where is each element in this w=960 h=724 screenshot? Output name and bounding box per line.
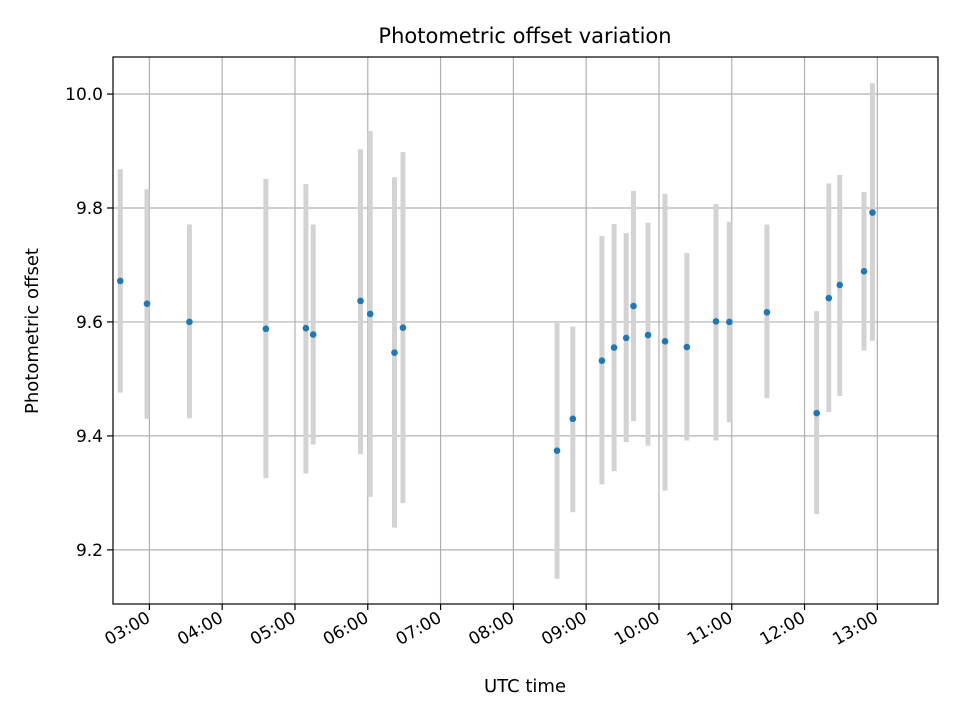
y-tick-label: 9.6 [76, 313, 103, 333]
chart-title: Photometric offset variation [378, 24, 671, 48]
data-point [186, 318, 193, 326]
data-point [712, 318, 720, 325]
data-point [569, 415, 577, 423]
y-axis-ticks: 9.2 9.4 9.6 9.8 10.0 [65, 85, 113, 561]
data-point [661, 338, 669, 345]
plot-area-frame [112, 56, 939, 605]
data-point [860, 267, 868, 275]
grid-lines [113, 57, 938, 604]
data-point [683, 343, 691, 351]
data-point [836, 281, 844, 289]
data-point [630, 302, 637, 310]
data-point [763, 308, 771, 316]
data-point [302, 324, 310, 332]
x-axis-label: UTC time [484, 676, 566, 697]
y-axis-label: Photometric offset [22, 248, 43, 414]
data-point [116, 277, 124, 285]
y-tick-label: 10.0 [65, 85, 103, 105]
y-tick-label: 9.4 [76, 427, 103, 447]
data-point [622, 334, 630, 342]
data-point [399, 324, 407, 331]
data-point [825, 294, 833, 302]
data-points [116, 209, 876, 455]
data-point [309, 331, 317, 338]
data-point [610, 344, 618, 351]
data-point [726, 318, 733, 326]
y-tick-label: 9.2 [76, 541, 103, 561]
data-point [644, 331, 652, 339]
data-point [366, 310, 374, 318]
data-point [598, 357, 606, 364]
data-point [813, 409, 820, 417]
data-point [391, 349, 398, 357]
data-point [553, 447, 561, 455]
data-point [262, 325, 270, 333]
data-point [869, 209, 876, 216]
data-point [143, 300, 151, 308]
y-tick-label: 9.8 [76, 199, 103, 219]
data-point [357, 297, 364, 305]
